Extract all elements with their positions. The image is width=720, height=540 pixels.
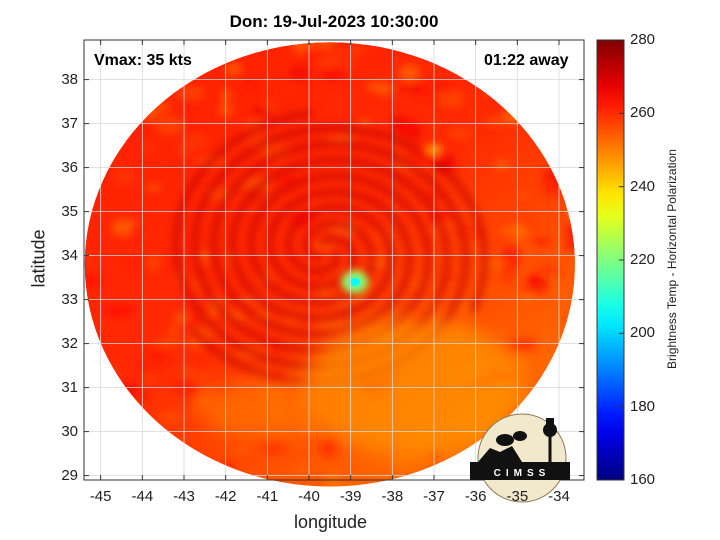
colorbar-tick-label: 260 xyxy=(630,104,656,122)
time-away-label: 01:22 away xyxy=(484,52,569,69)
x-tick-label: -37 xyxy=(423,488,445,505)
y-tick-label: 34 xyxy=(61,246,78,264)
x-tick-label: -42 xyxy=(214,488,237,505)
x-tick-label: -43 xyxy=(173,488,195,505)
colorbar-label: Brightness Temp - Horizontal Polarizatio… xyxy=(665,149,679,369)
x-tick-label: -35 xyxy=(506,488,529,505)
x-tick-label: -39 xyxy=(339,488,362,505)
colorbar-tick-label: 160 xyxy=(630,471,656,488)
colorbar-tick-label: 240 xyxy=(630,177,656,195)
vmax-label: Vmax: 35 kts xyxy=(94,52,192,69)
x-tick-label: -45 xyxy=(89,488,112,505)
x-tick-label: -40 xyxy=(298,488,320,505)
colorbar-tick-label: 280 xyxy=(630,31,656,48)
x-tick-label: -36 xyxy=(464,488,487,505)
y-tick-label: 37 xyxy=(61,114,78,132)
y-tick-label: 33 xyxy=(61,290,78,308)
logo-text: CIMSS xyxy=(494,468,551,479)
x-tick-label: -38 xyxy=(381,488,404,505)
x-tick-label: -41 xyxy=(256,488,279,505)
axes-frame xyxy=(83,39,585,481)
y-tick-label: 29 xyxy=(61,466,78,484)
cold-feature-core xyxy=(349,278,360,286)
cimss-logo: CIMSS xyxy=(470,413,570,503)
x-tick-label: -34 xyxy=(548,488,570,505)
y-tick-label: 38 xyxy=(61,70,78,88)
colorbar-tick-label: 220 xyxy=(630,251,656,268)
x-axis-label: longitude xyxy=(294,512,368,532)
y-tick-label: 31 xyxy=(61,378,78,396)
colorbar-tick-label: 200 xyxy=(630,324,656,342)
map-title: Don: 19-Jul-2023 10:30:00 xyxy=(229,12,439,31)
y-tick-label: 32 xyxy=(61,334,78,352)
x-tick-label: -44 xyxy=(131,488,154,505)
y-tick-label: 36 xyxy=(61,158,78,176)
colorbar-tick-label: 180 xyxy=(630,397,656,415)
y-tick-label: 35 xyxy=(61,202,78,220)
y-tick-label: 30 xyxy=(61,422,78,440)
